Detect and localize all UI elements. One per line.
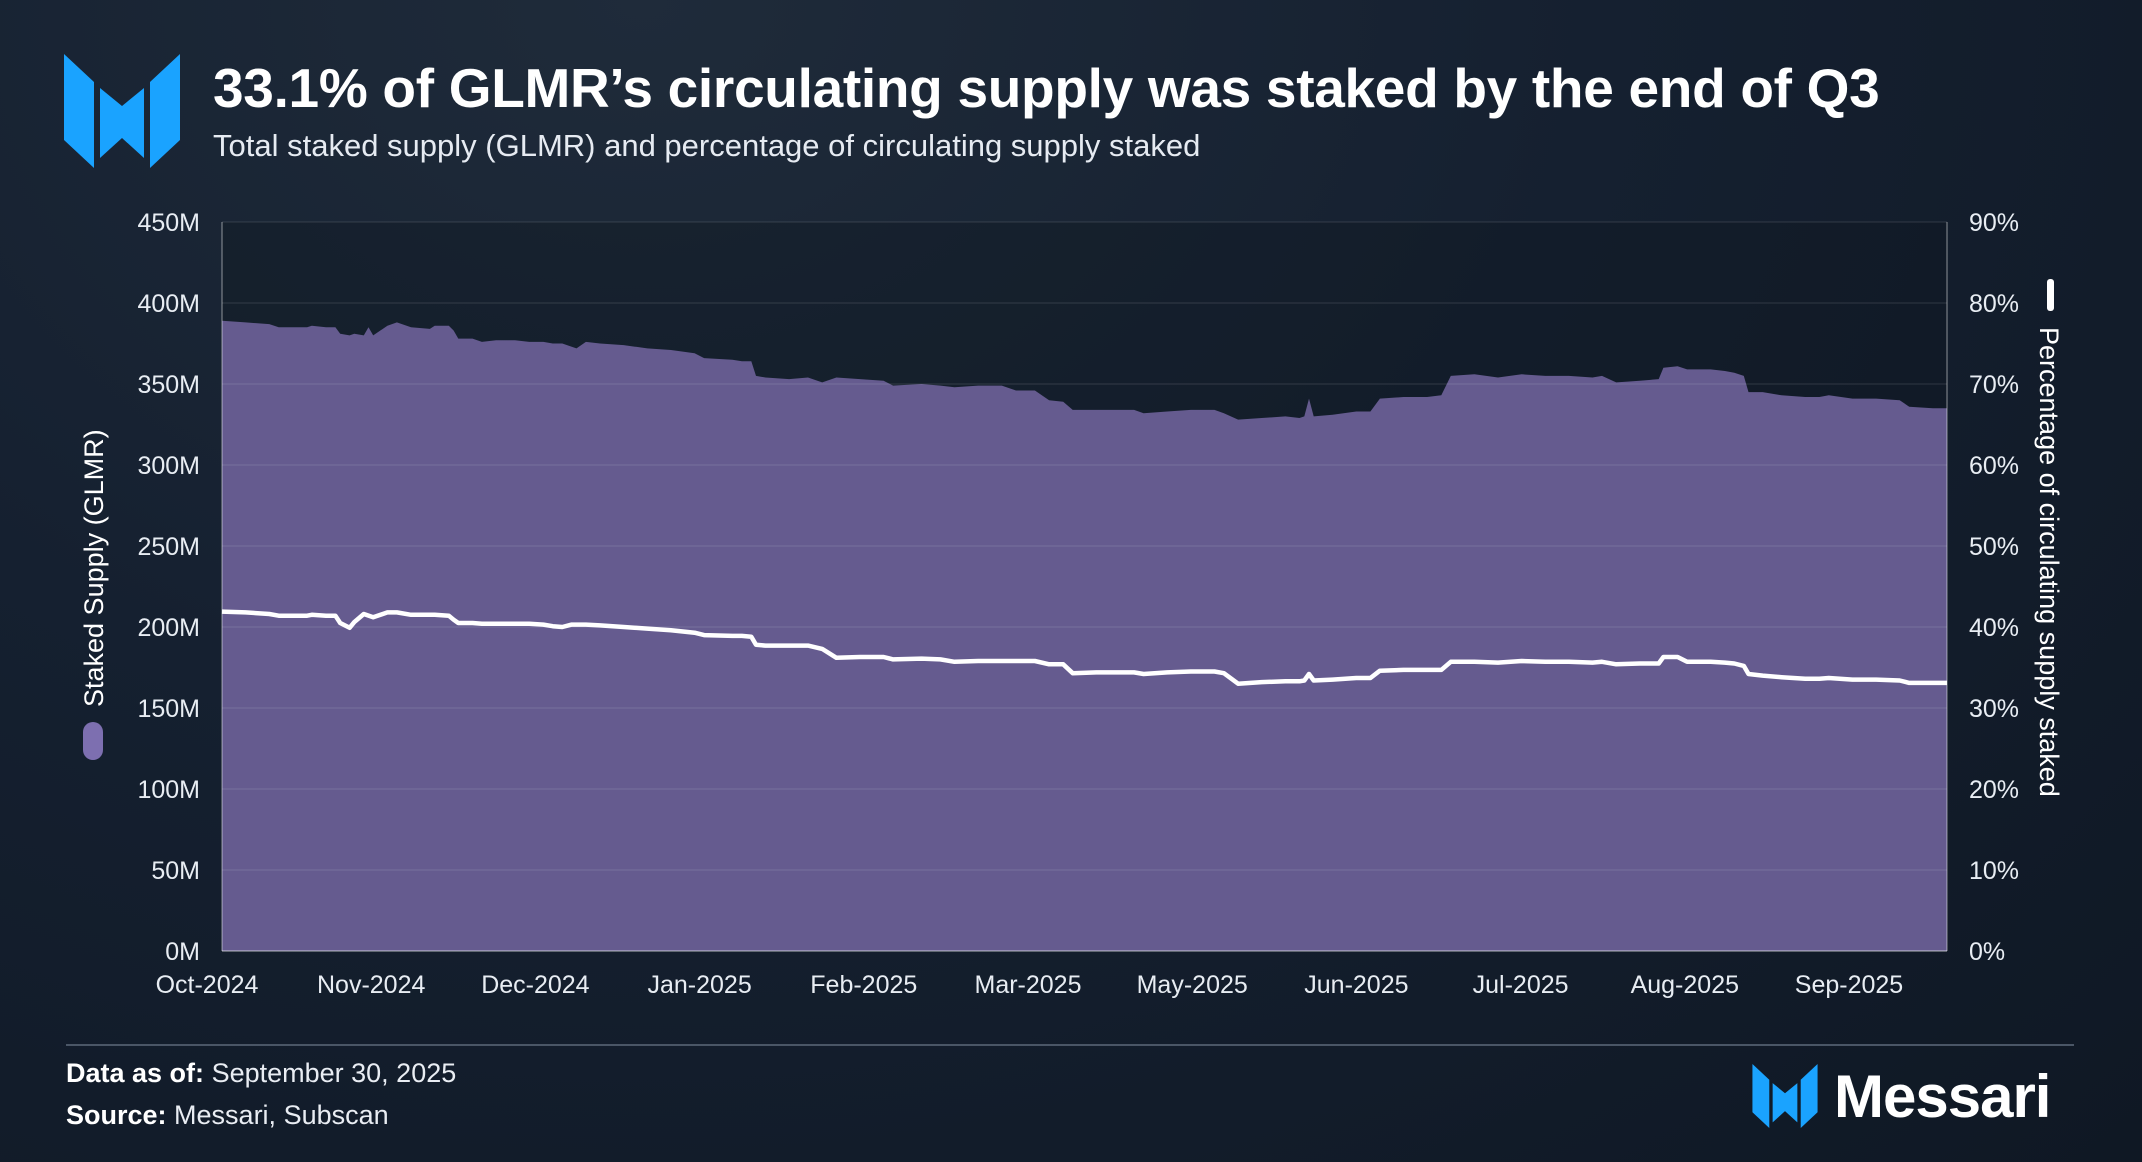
y-right-tick-label: 50% [1969,533,2019,561]
y-left-tick-label: 450M [137,209,200,237]
y-left-tick-label: 350M [137,371,200,399]
source-value: Messari, Subscan [174,1100,389,1130]
y-left-tick-label: 0M [165,938,200,966]
y-left-axis-title-group: Staked Supply (GLMR) [79,429,109,760]
legend-swatch-staked-supply [83,722,103,760]
data-as-of: Data as of: September 30, 2025 [66,1058,456,1089]
y-left-tick-label: 50M [151,857,200,885]
x-tick-label: Jul-2025 [1473,971,1569,999]
chart: 0M 50M 100M 150M 200M 250M 300M 350M 400M 450M 0% 1… [79,209,2064,999]
y-left-tick-label: 200M [137,614,200,642]
x-tick-label: Mar-2025 [975,971,1082,999]
source-label: Source: [66,1100,167,1130]
y-right-tick-label: 0% [1969,938,2005,966]
y-left-tick-label: 400M [137,290,200,318]
x-tick-label: Jan-2025 [647,971,751,999]
source: Source: Messari, Subscan [66,1100,389,1131]
y-right-tick-label: 90% [1969,209,2019,237]
y-right-tick-label: 20% [1969,776,2019,804]
x-tick-label: Jun-2025 [1304,971,1408,999]
y-left-tick-label: 100M [137,776,200,804]
y-left-tick-label: 300M [137,452,200,480]
y-right-tick-label: 80% [1969,290,2019,318]
y-left-tick-label: 250M [137,533,200,561]
chart-title: 33.1% of GLMR’s circulating supply was s… [213,57,1880,119]
y-right-tick-label: 10% [1969,857,2019,885]
data-as-of-value: September 30, 2025 [211,1058,457,1088]
staked-supply-area [222,320,1947,951]
x-tick-label: Dec-2024 [481,971,589,999]
x-tick-label: Feb-2025 [810,971,917,999]
y-right-tick-label: 30% [1969,695,2019,723]
x-tick-label: Nov-2024 [317,971,425,999]
y-left-axis-title: Staked Supply (GLMR) [79,429,109,707]
footer-divider [66,1044,1076,1046]
x-tick-label: May-2025 [1137,971,1248,999]
percentage-staked-line [221,609,1947,686]
legend-swatch-percentage [2047,279,2054,311]
messari-brand-icon [1752,1064,1818,1128]
x-tick-label: Aug-2025 [1631,971,1739,999]
y-right-axis-title-group: Percentage of circulating supply staked [2034,279,2064,797]
y-right-tick-label: 70% [1969,371,2019,399]
messari-logo-icon [64,54,180,168]
brand-name: Messari [1834,1062,2051,1130]
footer-brand: Messari [1752,1062,2051,1130]
y-right-axis-title: Percentage of circulating supply staked [2034,327,2064,797]
y-right-tick-label: 40% [1969,614,2019,642]
x-tick-label: Oct-2024 [156,971,259,999]
x-tick-label: Sep-2025 [1795,971,1903,999]
y-left-tick-label: 150M [137,695,200,723]
chart-subtitle: Total staked supply (GLMR) and percentag… [213,128,1201,163]
data-as-of-label: Data as of: [66,1058,205,1088]
footer-divider-right [1076,1044,2074,1046]
y-right-tick-label: 60% [1969,452,2019,480]
